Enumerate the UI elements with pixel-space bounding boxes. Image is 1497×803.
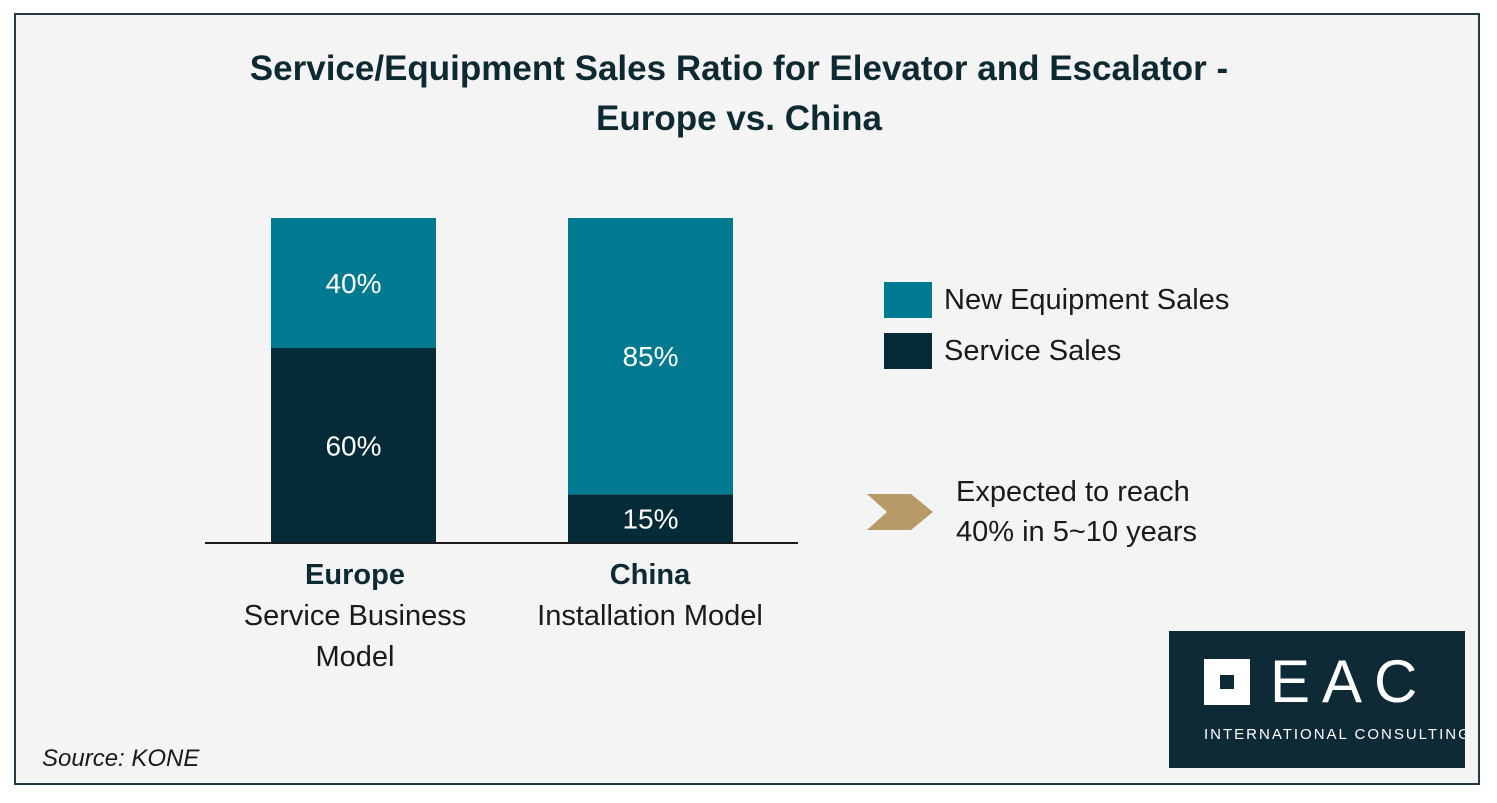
- legend-item-service: Service Sales: [884, 333, 1229, 369]
- logo-wordmark: EAC: [1270, 648, 1430, 715]
- bar-data-label: 85%: [622, 341, 678, 372]
- bar-data-label: 60%: [325, 431, 381, 462]
- chart-title-line-1: Service/Equipment Sales Ratio for Elevat…: [249, 49, 1229, 88]
- annotation-line: 40% in 5~10 years: [956, 516, 1198, 548]
- eac-logo: EAC INTERNATIONAL CONSULTING: [1169, 631, 1470, 768]
- category-name: China: [609, 559, 691, 591]
- chart-title: Service/Equipment Sales Ratio for Elevat…: [0, 44, 1478, 144]
- bar-segment-europe-new-equipment-sales: [271, 218, 436, 348]
- legend-item-new-equipment: New Equipment Sales: [884, 282, 1229, 318]
- annotation-line: Expected to reach: [956, 476, 1190, 508]
- legend-swatch: [884, 282, 932, 318]
- bar-segment-europe-service-sales: [271, 348, 436, 543]
- category-label-europe: Europe Service Business Model: [205, 555, 505, 678]
- bar-segment-china-new-equipment-sales: [568, 218, 733, 495]
- chart-title-line-2: Europe vs. China: [596, 99, 882, 138]
- chevron-arrow-icon: [867, 494, 933, 530]
- chart-legend: New Equipment Sales Service Sales: [884, 282, 1229, 384]
- legend-swatch: [884, 333, 932, 369]
- legend-label: New Equipment Sales: [944, 283, 1230, 316]
- bar-segment-china-service-sales: [568, 494, 733, 543]
- annotation-text: Expected to reach 40% in 5~10 years: [956, 472, 1197, 552]
- category-name: Europe: [305, 559, 405, 591]
- category-subtitle-line: Installation Model: [537, 600, 763, 632]
- logo-square-icon: [1204, 659, 1250, 705]
- category-label-china: China Installation Model: [500, 555, 800, 637]
- bar-group: 60% 40% 15% 85%: [271, 218, 733, 543]
- bar-data-label: 15%: [622, 504, 678, 535]
- bar-data-label: 40%: [325, 268, 381, 299]
- legend-label: Service Sales: [944, 334, 1122, 367]
- category-subtitle-line: Model: [315, 641, 395, 673]
- source-note: Source: KONE: [42, 745, 200, 772]
- logo-subtitle: INTERNATIONAL CONSULTING: [1204, 726, 1472, 743]
- category-subtitle-line: Service Business: [243, 600, 467, 632]
